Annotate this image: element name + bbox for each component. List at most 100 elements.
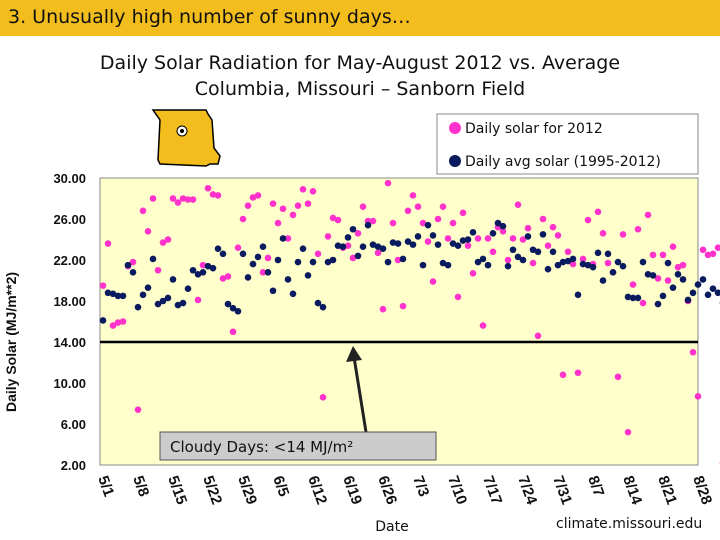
point-2012	[614, 373, 622, 381]
point-2012	[519, 236, 527, 243]
point-average	[129, 269, 137, 276]
point-average	[639, 258, 647, 266]
point-average	[139, 291, 147, 299]
point-2012	[514, 201, 522, 208]
point-2012	[354, 230, 362, 237]
point-average	[124, 261, 132, 269]
point-average	[634, 294, 642, 302]
point-2012	[489, 248, 497, 256]
point-2012	[414, 203, 422, 210]
legend-marker	[449, 155, 461, 167]
point-2012	[134, 406, 142, 413]
point-average	[284, 276, 292, 283]
point-2012	[569, 260, 577, 268]
point-2012	[234, 244, 242, 251]
point-average	[589, 263, 597, 271]
point-2012	[554, 232, 562, 239]
point-average	[694, 281, 702, 288]
point-2012	[564, 248, 572, 256]
point-average	[574, 291, 582, 299]
point-average	[259, 243, 267, 250]
point-2012	[629, 281, 637, 288]
point-average	[194, 271, 202, 278]
point-average	[439, 259, 447, 267]
point-average	[709, 285, 717, 293]
point-2012	[484, 235, 492, 242]
point-2012	[584, 216, 592, 224]
point-2012	[679, 261, 687, 269]
point-average	[494, 219, 502, 227]
point-2012	[164, 236, 172, 243]
point-2012	[334, 216, 342, 224]
point-average	[204, 262, 212, 270]
point-average	[554, 261, 562, 269]
point-2012	[644, 211, 652, 219]
point-average	[289, 290, 297, 298]
point-2012	[544, 242, 552, 249]
point-2012	[709, 250, 717, 258]
point-average	[484, 261, 492, 269]
y-tick-label: 10.00	[53, 376, 86, 391]
point-average	[564, 257, 572, 265]
point-2012	[274, 219, 282, 227]
legend-box	[436, 113, 699, 175]
point-average	[274, 256, 282, 264]
point-2012	[324, 233, 332, 240]
x-tick-label: 7/24	[514, 474, 540, 508]
point-2012	[159, 239, 167, 246]
point-2012	[459, 209, 467, 217]
point-average	[444, 261, 452, 269]
header-title: 3. Unusually high number of sunny days…	[8, 6, 411, 28]
point-2012	[144, 228, 152, 235]
point-2012	[299, 185, 307, 193]
point-average	[189, 266, 197, 274]
point-average	[209, 264, 217, 272]
point-2012	[349, 254, 357, 262]
point-2012	[374, 249, 382, 257]
point-2012	[389, 219, 397, 227]
point-average	[459, 237, 467, 244]
point-2012	[559, 371, 567, 379]
point-average	[414, 233, 422, 240]
point-average	[619, 262, 627, 270]
point-average	[224, 300, 232, 308]
point-average	[604, 250, 612, 258]
y-tick-label: 14.00	[53, 335, 86, 350]
point-2012	[574, 369, 582, 377]
chart-title-line1: Daily Solar Radiation for May-August 201…	[99, 52, 621, 74]
point-average	[279, 235, 287, 242]
point-average	[714, 289, 720, 297]
x-tick-label: 5/8	[129, 474, 152, 499]
point-average	[174, 301, 182, 309]
point-2012	[599, 230, 607, 237]
point-2012	[344, 242, 352, 249]
point-average	[429, 232, 437, 239]
y-tick-label: 18.00	[53, 294, 86, 309]
point-average	[419, 261, 427, 269]
point-2012	[289, 211, 297, 219]
point-average	[559, 258, 567, 266]
point-average	[659, 292, 667, 300]
point-2012	[674, 263, 682, 271]
annotation-box	[159, 431, 437, 461]
annotation-text: Cloudy Days: <14 MJ/m²	[170, 438, 353, 456]
x-tick-label: 6/12	[304, 474, 330, 507]
point-average	[314, 299, 322, 307]
point-2012	[169, 195, 177, 202]
y-tick-label: 22.00	[53, 253, 86, 268]
point-2012	[259, 269, 267, 276]
point-average	[434, 241, 442, 248]
x-tick-label: 7/17	[479, 474, 505, 507]
point-2012	[279, 205, 287, 213]
point-average	[489, 230, 497, 237]
legend-marker	[449, 122, 461, 134]
point-2012	[444, 235, 452, 242]
point-average	[114, 292, 122, 300]
point-average	[249, 260, 257, 268]
point-average	[539, 231, 547, 238]
point-2012	[229, 328, 237, 336]
point-2012	[309, 188, 317, 195]
point-average	[199, 269, 207, 276]
point-average	[684, 296, 692, 304]
